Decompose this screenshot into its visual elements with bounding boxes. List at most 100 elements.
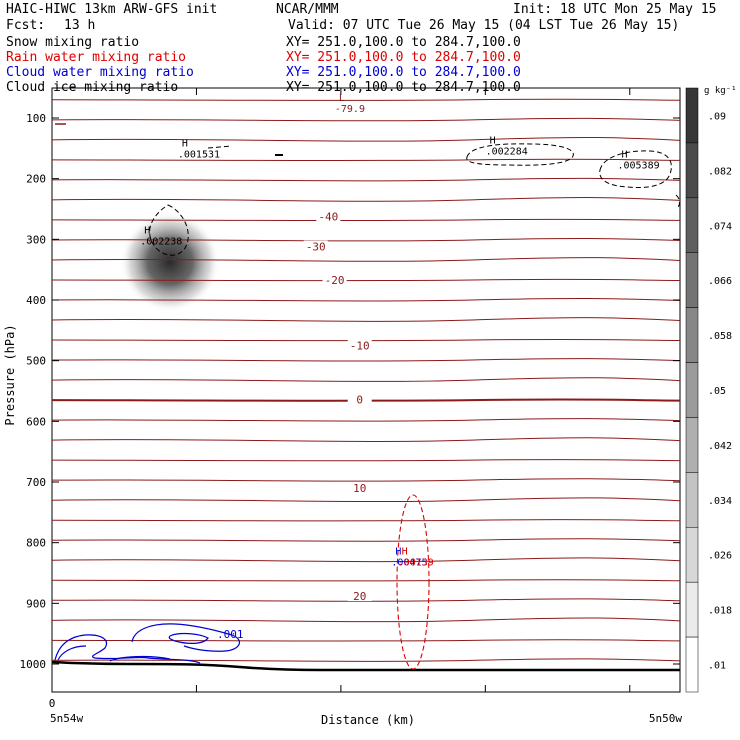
- y-tick-label: 800: [26, 537, 46, 550]
- isotherm-line: [52, 398, 680, 402]
- isotherm-label: -40: [318, 210, 338, 223]
- isotherm-line: [52, 658, 680, 662]
- plot-frame: [51, 87, 681, 693]
- isotherm-line: [52, 278, 680, 282]
- isotherm-line: [52, 598, 680, 602]
- field-xy-snow: XY= 251.0,100.0 to 284.7,100.0: [286, 35, 521, 50]
- isotherm-label-bg: [316, 210, 341, 222]
- y-tick-label: 1000: [20, 658, 47, 671]
- colorbar-label: .058: [708, 331, 732, 342]
- cloud-water-contours: [54, 623, 241, 664]
- isotherm-line: [52, 338, 680, 342]
- isotherm-line: [52, 117, 680, 122]
- extremum-type: H: [402, 546, 408, 557]
- isotherm-label: 20: [353, 590, 366, 603]
- colorbar-segment: [685, 87, 699, 144]
- terrain-line: [51, 660, 680, 672]
- isotherm-line: [52, 158, 680, 162]
- extremum-type: H: [182, 139, 188, 150]
- extremum-type: H: [490, 136, 496, 147]
- y-tick-label: 300: [26, 233, 46, 246]
- isotherm-line: [52, 437, 680, 442]
- isotherm-label-bg: [347, 393, 372, 405]
- init-label: Init: 18 UTC Mon 25 May 15: [513, 2, 717, 17]
- isotherm-line: [52, 98, 680, 101]
- snow-shading: [120, 212, 220, 312]
- extremum-type: H: [621, 150, 627, 161]
- colorbar-label: .082: [708, 166, 732, 177]
- extremum-value: -79.9: [335, 104, 365, 115]
- isotherm-line: [52, 358, 680, 362]
- extremum-value: .00475: [391, 557, 427, 568]
- x-tick-label-origin: 0: [49, 697, 56, 710]
- y-tick-label: 500: [26, 355, 46, 368]
- colorbar-label: .05: [708, 386, 726, 397]
- colorbar-label: .026: [708, 551, 732, 562]
- isotherm-label-bg: [347, 482, 372, 494]
- y-tick-label: 600: [26, 415, 46, 428]
- extremum-value: .005389: [617, 161, 659, 172]
- extremum-type: H: [395, 546, 401, 557]
- isotherm-label-bg: [347, 590, 372, 602]
- colorbar-label: .09: [708, 111, 726, 122]
- extremum-type: L: [339, 93, 345, 104]
- colorbar-label: .066: [708, 276, 732, 287]
- isotherm-line: [52, 377, 680, 382]
- extremum-value: .00139: [398, 557, 434, 568]
- isotherm-line: [52, 459, 680, 462]
- y-tick-label: 900: [26, 597, 46, 610]
- y-tick-label: 200: [26, 173, 46, 186]
- cloud-water-contour-label: .001: [217, 628, 244, 641]
- x-tick-label-start: 5n54w: [50, 712, 83, 725]
- colorbar-unit: g kg⁻¹: [704, 86, 737, 96]
- y-tick-label: 100: [26, 112, 46, 125]
- extremum-value: .002284: [486, 147, 528, 158]
- isotherm-line: [52, 218, 680, 222]
- isotherm-line: [52, 617, 680, 623]
- isotherm-line: [52, 317, 680, 322]
- colorbar-label: .034: [708, 496, 732, 507]
- isotherm-label-bg: [347, 339, 372, 351]
- field-name-snow: Snow mixing ratio: [6, 35, 140, 50]
- colorbar-segment: [685, 307, 699, 363]
- isotherm-line: [52, 237, 680, 242]
- colorbar-segment: [685, 636, 699, 693]
- y-tick-label: 700: [26, 476, 46, 489]
- model-title: HAIC-HIWC 13km ARW-GFS init: [6, 2, 218, 17]
- isotherm-line: [52, 418, 680, 422]
- field-name-rain: Rain water mixing ratio: [6, 50, 187, 65]
- cloud-ice-contours: [149, 143, 680, 256]
- isotherm-line: [52, 298, 680, 302]
- colorbar-segment: [685, 527, 699, 583]
- isotherm-line: [52, 136, 680, 142]
- fcst-label: Fcst:: [6, 18, 46, 33]
- isotherm-line: [52, 579, 680, 582]
- extremum-value: .001531: [178, 150, 220, 161]
- valid-label: Valid: 07 UTC Tue 26 May 15 (04 LST Tue …: [288, 18, 680, 33]
- rain-water-contour: [396, 494, 430, 670]
- isotherm-line: [52, 197, 680, 202]
- isotherm-line: [52, 177, 680, 182]
- isotherm-line: [52, 497, 680, 503]
- isotherm-line: [52, 478, 680, 482]
- org-label: NCAR/MMM: [276, 2, 339, 17]
- colorbar-label: .01: [708, 661, 726, 672]
- colorbar-label: .042: [708, 441, 732, 452]
- extremum-value: .002238: [140, 236, 182, 247]
- isotherm-label-bg: [322, 273, 347, 285]
- isotherm-line: [52, 639, 680, 642]
- isotherm-line: [52, 538, 680, 542]
- colorbar-segment: [685, 362, 699, 418]
- isotherm-label: -10: [350, 340, 370, 353]
- x-tick-label-end: 5n50w: [649, 712, 682, 725]
- colorbar-segment: [685, 142, 699, 199]
- y-tick-label: 400: [26, 294, 46, 307]
- isotherm-line: [52, 519, 680, 522]
- field-xy-rain: XY= 251.0,100.0 to 284.7,100.0: [286, 50, 521, 65]
- field-name-cloud-water: Cloud water mixing ratio: [6, 65, 194, 80]
- colorbar-segment: [685, 581, 699, 638]
- y-axis-title: Pressure (hPa): [3, 324, 17, 425]
- x-axis-title: Distance (km): [321, 713, 415, 727]
- colorbar-label: .074: [708, 221, 732, 232]
